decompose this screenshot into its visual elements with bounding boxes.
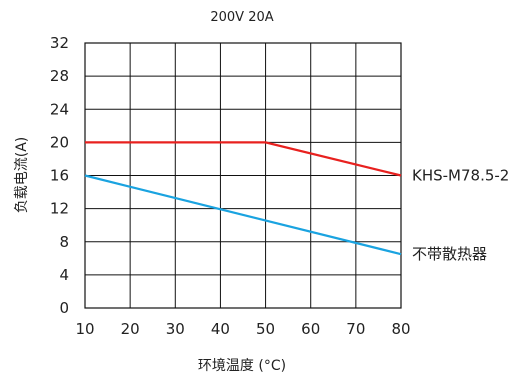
chart-series: KHS-M78.5-2 不带散热器 xyxy=(84,141,509,263)
y-tick-label: 16 xyxy=(50,167,69,185)
y-tick-label: 24 xyxy=(50,100,69,118)
series-label-2: 不带散热器 xyxy=(412,245,487,263)
x-tick-label: 50 xyxy=(256,320,275,338)
x-tick-label: 70 xyxy=(346,320,365,338)
x-tick-label: 10 xyxy=(75,320,94,338)
y-tick-label: 4 xyxy=(59,266,69,284)
x-tick-label: 80 xyxy=(391,320,410,338)
x-tick-label: 40 xyxy=(211,320,230,338)
x-tick-label: 20 xyxy=(121,320,140,338)
x-tick-label: 30 xyxy=(166,320,185,338)
y-tick-label: 32 xyxy=(50,34,69,52)
y-tick-label: 12 xyxy=(50,200,69,218)
series-label-1: KHS-M78.5-2 xyxy=(412,167,509,185)
x-tick-label: 60 xyxy=(301,320,320,338)
x-axis-ticks: 10 20 30 40 50 60 70 80 xyxy=(75,320,410,338)
series-line-1 xyxy=(85,141,402,177)
chart-grid xyxy=(84,42,402,309)
y-axis-label: 负载电流(A) xyxy=(14,137,30,214)
chart-title: 200V 20A xyxy=(210,10,273,25)
series-line-2 xyxy=(84,174,402,256)
y-tick-label: 28 xyxy=(50,67,69,85)
y-axis-ticks: 0 4 8 12 16 20 24 28 32 xyxy=(50,34,69,317)
x-axis-label: 环境温度 (°C) xyxy=(198,358,286,374)
y-tick-label: 0 xyxy=(59,299,69,317)
y-tick-label: 20 xyxy=(50,133,69,151)
y-tick-label: 8 xyxy=(59,233,69,251)
